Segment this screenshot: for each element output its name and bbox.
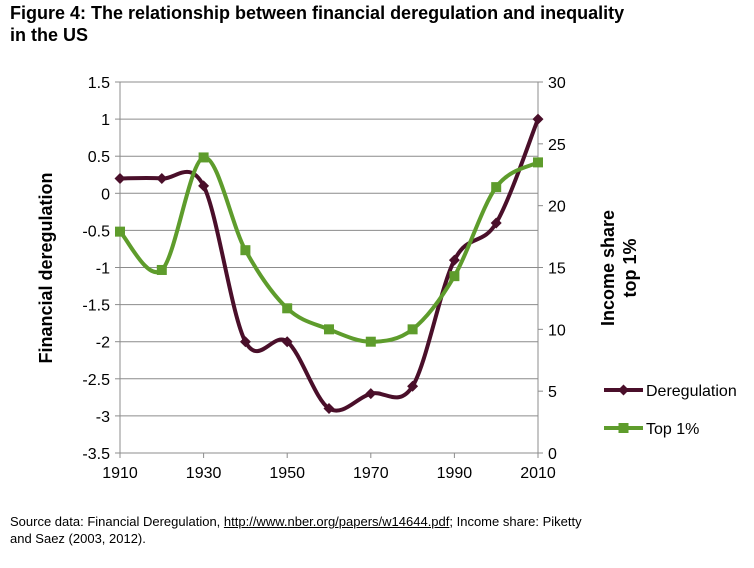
left-tick-label: -3.5 (82, 446, 110, 463)
data-point (281, 336, 293, 348)
legend-label: Deregulation (646, 383, 737, 400)
legend-item: Deregulation (604, 383, 737, 400)
data-point (324, 324, 334, 335)
left-tick-label: -3 (96, 409, 110, 426)
series-line (118, 155, 540, 344)
right-tick-label: 20 (548, 199, 566, 216)
right-tick-label: 0 (548, 446, 557, 463)
data-point (532, 113, 544, 125)
source-note: Source data: Financial Deregulation, htt… (10, 513, 740, 547)
data-point (198, 152, 209, 163)
figure-title-line2: in the US (10, 25, 89, 45)
source-link[interactable]: http://www.nber.org/papers/w14644.pdf (223, 514, 450, 529)
right-tick-label: 30 (548, 75, 566, 92)
data-point (198, 180, 210, 192)
data-point (365, 388, 377, 400)
series-deregulation (114, 113, 544, 414)
series-group (114, 113, 544, 414)
x-tick-label: 1930 (186, 465, 222, 482)
source-suffix: ; Income share: Piketty (449, 514, 582, 529)
left-tick-label: 1.5 (88, 75, 110, 92)
data-point (407, 380, 419, 392)
data-point (407, 324, 418, 335)
x-tick-label: 1970 (353, 465, 389, 482)
figure-title: Figure 4: The relationship between finan… (10, 2, 740, 46)
right-axis-title-line2: top 1% (620, 238, 640, 297)
series-top-1- (115, 152, 543, 347)
data-point (282, 303, 293, 314)
source-prefix: Source data: Financial Deregulation, (10, 514, 224, 529)
left-tick-label: 1 (101, 112, 110, 129)
data-point (156, 172, 168, 184)
series-line (119, 118, 540, 413)
legend-item: Top 1% (604, 421, 699, 438)
source-line2: and Saez (2003, 2012). (10, 531, 146, 546)
left-tick-label: -1 (96, 261, 110, 278)
data-point (491, 182, 502, 193)
x-tick-label: 1910 (102, 465, 138, 482)
left-tick-label: -2 (96, 335, 110, 352)
data-point (156, 264, 167, 275)
data-point (239, 336, 251, 348)
figure-title-line1: Figure 4: The relationship between finan… (10, 3, 625, 23)
left-axis-ticks: 1.5 1 0.5 0 -0.5 -1 -1.5 -2 -2.5 -3 -3.5 (82, 75, 120, 463)
legend: Deregulation Top 1% (604, 383, 737, 438)
x-tick-label: 1990 (437, 465, 473, 482)
legend-marker (618, 384, 629, 396)
data-point (115, 226, 125, 237)
left-tick-label: 0 (101, 186, 110, 203)
data-point (114, 172, 126, 184)
data-point (365, 336, 376, 347)
data-point (240, 245, 251, 256)
left-tick-label: -2.5 (82, 372, 110, 389)
left-tick-label: 0.5 (88, 149, 110, 166)
data-point (533, 157, 543, 168)
x-tick-label: 1950 (269, 465, 305, 482)
x-tick-label: 2010 (520, 465, 556, 482)
data-point (448, 254, 460, 266)
left-axis-title: Financial deregulation (36, 172, 56, 363)
right-tick-label: 5 (548, 384, 557, 401)
legend-label: Top 1% (646, 421, 699, 438)
grid-lines (120, 118, 538, 417)
right-tick-label: 25 (548, 137, 566, 154)
right-tick-label: 15 (548, 261, 566, 278)
x-axis-ticks: 1910 1930 1950 1970 1990 2010 (102, 453, 556, 482)
left-tick-label: -0.5 (82, 223, 110, 240)
data-point (323, 402, 335, 414)
right-axis-ticks: 30 25 20 15 10 5 0 (538, 75, 566, 463)
data-point (449, 271, 460, 282)
legend-marker (618, 423, 629, 433)
data-point (490, 217, 502, 229)
right-tick-label: 10 (548, 322, 566, 339)
left-tick-label: -1.5 (82, 298, 110, 315)
right-axis-title-line1: Income share (598, 210, 618, 326)
